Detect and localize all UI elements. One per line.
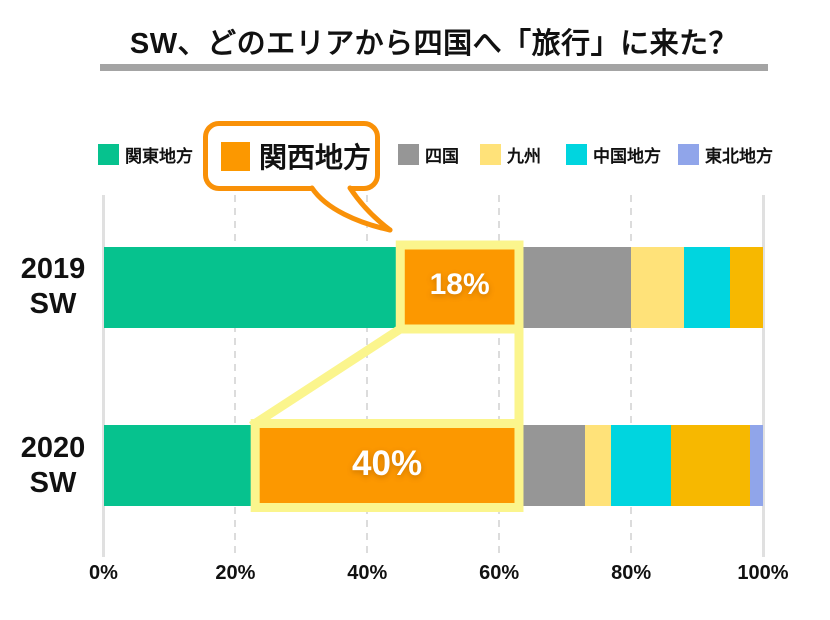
legend-item-chugoku: 中国地方 — [566, 143, 661, 166]
legend-label-kyushu: 九州 — [507, 147, 541, 166]
legend-label-shikoku: 四国 — [425, 147, 459, 166]
x-axis-tick-label: 20% — [215, 562, 256, 584]
segment-chugoku — [611, 425, 671, 506]
legend-item-kanto: 関東地方 — [98, 143, 193, 166]
segment-tohoku — [749, 425, 763, 506]
chart-title: SW、どのエリアから四国へ「旅行」に来た？ — [129, 28, 739, 60]
legend-label-kanto: 関東地方 — [125, 147, 193, 166]
gridline-100% — [761, 195, 765, 557]
x-axis-tick-label: 80% — [611, 562, 652, 584]
gridline-20% — [234, 195, 237, 557]
x-axis-tick-label: 100% — [737, 562, 789, 584]
row-label-2020-sw: 2020 SW — [20, 431, 86, 499]
legend-label-chugoku: 中国地方 — [593, 147, 661, 166]
segment-kanto — [103, 425, 256, 506]
legend-bubble-kansai: 関西地方 — [203, 121, 380, 191]
legend-swatch-shikoku — [398, 144, 419, 165]
legend-swatch-kansai — [221, 141, 250, 171]
legend-item-shikoku: 四国 — [398, 143, 459, 166]
row-label-2019-sw: 2019 SW — [20, 253, 86, 320]
segment-unlabeled — [729, 246, 763, 328]
gridline-60% — [498, 195, 501, 557]
legend-label-kansai: 関西地方 — [259, 142, 372, 173]
gridline-0% — [102, 195, 105, 557]
segment-kyushu — [584, 425, 612, 506]
segment-chugoku — [683, 246, 730, 328]
data-label-2019-sw: 18% — [429, 268, 490, 302]
segment-kyushu — [631, 246, 684, 328]
highlight-connector-line — [248, 322, 407, 430]
data-label-2020-sw: 40% — [352, 443, 423, 483]
legend-swatch-chugoku — [566, 144, 587, 165]
legend-label-tohoku: 東北地方 — [705, 147, 773, 166]
gridline-80% — [630, 195, 633, 557]
legend-swatch-tohoku — [678, 144, 699, 165]
x-axis-tick-label: 60% — [479, 562, 520, 584]
segment-unlabeled — [670, 425, 750, 506]
legend-item-kyushu: 九州 — [480, 143, 541, 166]
segment-shikoku — [518, 425, 585, 506]
bubble-tail-icon — [309, 185, 393, 233]
x-axis-tick-label: 0% — [89, 562, 118, 584]
legend-swatch-kyushu — [480, 144, 501, 165]
legend-item-tohoku: 東北地方 — [678, 143, 773, 166]
segment-shikoku — [518, 246, 632, 328]
legend-swatch-kanto — [98, 144, 119, 165]
title-underline — [100, 64, 768, 71]
x-axis-tick-label: 40% — [347, 562, 388, 584]
segment-kanto — [103, 246, 401, 328]
